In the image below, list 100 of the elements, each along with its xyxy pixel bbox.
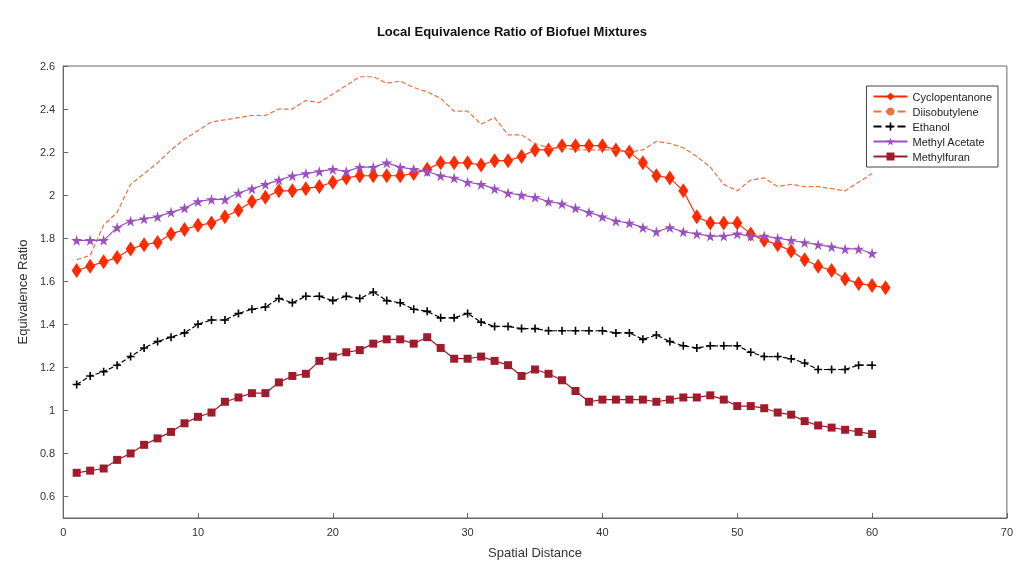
point — [868, 361, 877, 370]
point — [773, 352, 782, 361]
point — [153, 434, 162, 443]
legend-label: Ethanol — [912, 120, 950, 133]
point — [772, 232, 784, 244]
point — [826, 241, 838, 253]
point — [313, 165, 325, 177]
point — [113, 361, 122, 370]
point — [152, 211, 164, 223]
point — [369, 288, 378, 296]
point — [328, 352, 337, 361]
point — [165, 206, 177, 218]
point — [571, 387, 580, 396]
point — [544, 369, 553, 378]
point — [623, 217, 635, 229]
point — [665, 395, 674, 404]
point — [733, 341, 742, 350]
legend-label: Diisobutylene — [912, 105, 979, 118]
point — [758, 230, 770, 242]
point — [448, 172, 460, 184]
point — [423, 307, 432, 316]
point — [760, 404, 769, 413]
point — [301, 292, 310, 301]
point — [853, 243, 865, 255]
point — [86, 466, 95, 475]
point — [841, 425, 850, 434]
point — [489, 183, 501, 195]
point — [261, 389, 270, 398]
point — [814, 421, 823, 430]
point — [569, 202, 581, 214]
point — [327, 163, 339, 175]
point — [556, 198, 568, 210]
point — [396, 335, 405, 344]
point — [733, 402, 742, 411]
point — [207, 408, 216, 417]
chart-title: Local Equivalence Ratio of Biofuel Mixtures — [376, 24, 648, 39]
legend-label: Methyl Acetate — [912, 135, 985, 148]
point — [167, 427, 176, 436]
point — [207, 315, 216, 324]
point — [288, 298, 297, 307]
point — [598, 326, 607, 335]
point — [477, 318, 486, 327]
point — [625, 328, 634, 337]
point — [799, 237, 811, 248]
point — [652, 331, 661, 340]
point — [194, 412, 202, 421]
point — [138, 213, 150, 225]
y-tick-label: 2.6 — [39, 60, 56, 72]
point — [652, 397, 661, 406]
point — [436, 313, 445, 322]
point — [247, 389, 256, 398]
point — [126, 449, 135, 458]
legend-label: Cyclopentanone — [912, 90, 993, 103]
x-tick-label: 40 — [596, 525, 609, 538]
y-tick-label: 1.2 — [39, 361, 56, 374]
y-tick-label: 1.8 — [39, 232, 56, 245]
point — [72, 468, 81, 477]
point — [435, 170, 447, 182]
point — [719, 341, 728, 350]
point — [718, 230, 730, 242]
point — [111, 221, 123, 233]
point — [719, 395, 728, 404]
point — [84, 234, 96, 246]
point — [839, 243, 851, 255]
x-tick-label: 10 — [191, 525, 205, 538]
point — [583, 206, 595, 218]
point — [611, 395, 620, 404]
point — [558, 376, 566, 385]
point — [180, 328, 189, 337]
point — [543, 196, 555, 208]
point — [98, 234, 110, 246]
point — [381, 157, 393, 169]
y-tick-label: 0.8 — [39, 447, 56, 460]
point — [827, 423, 836, 432]
point — [396, 298, 405, 307]
x-axis-title: Spatial Distance — [488, 545, 583, 560]
point — [234, 393, 243, 402]
point — [638, 395, 647, 404]
x-tick-label: 50 — [731, 525, 744, 538]
point — [355, 346, 364, 355]
point — [463, 354, 472, 363]
y-tick-label: 1.6 — [39, 275, 56, 288]
point — [286, 170, 298, 182]
point — [205, 193, 217, 205]
point — [274, 378, 283, 387]
point — [342, 292, 351, 301]
point — [584, 326, 593, 335]
x-tick-label: 0 — [60, 525, 67, 538]
point — [706, 341, 715, 350]
point — [679, 393, 688, 402]
point — [369, 339, 378, 348]
point — [854, 427, 863, 436]
point — [760, 352, 769, 361]
point — [787, 410, 796, 419]
y-tick-label: 2.2 — [39, 146, 56, 159]
point — [490, 356, 499, 365]
point — [664, 221, 676, 233]
point — [746, 402, 755, 411]
y-tick-label: 1 — [49, 404, 56, 417]
point — [99, 464, 108, 473]
